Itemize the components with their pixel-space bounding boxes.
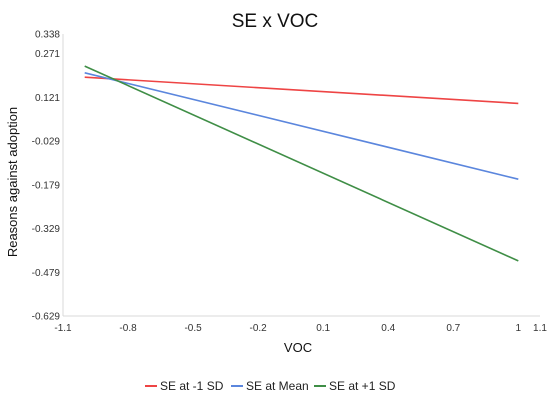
- x-tick-label: 1.1: [533, 323, 547, 334]
- y-tick-label: -0.629: [32, 312, 61, 323]
- x-tick-label: 1: [516, 323, 522, 334]
- y-tick-labels: 0.338 0.271 0.121 -0.029 -0.179 -0.329 -0.479 -…: [32, 30, 61, 323]
- series-line-1: [84, 76, 519, 105]
- x-tick-label: -1.1: [54, 323, 72, 334]
- x-tick-label: 0.7: [446, 323, 460, 334]
- y-tick-label: -0.179: [32, 180, 61, 191]
- x-tick-label: -0.8: [119, 323, 137, 334]
- x-tick-label: -0.5: [184, 323, 202, 334]
- x-axis-label: VOC: [284, 340, 312, 355]
- legend: SE at -1 SD SE at Mean SE at +1 SD: [145, 379, 396, 393]
- legend-label: SE at -1 SD: [160, 379, 224, 393]
- y-tick-label: -0.029: [32, 137, 61, 148]
- y-tick-label: -0.329: [32, 224, 61, 235]
- series-line-2: [84, 72, 519, 180]
- legend-label: SE at Mean: [246, 379, 309, 393]
- y-tick-label: 0.121: [35, 93, 60, 104]
- x-tick-label: -0.2: [250, 323, 268, 334]
- x-tick-labels: -1.1 -0.8 -0.5 -0.2 0.1 0.4 0.7 1 1.1: [54, 323, 547, 334]
- chart-title: SE x VOC: [232, 11, 319, 32]
- y-tick-label: 0.271: [35, 49, 60, 60]
- series-line-3: [84, 65, 519, 262]
- x-tick-label: 0.1: [316, 323, 330, 334]
- y-axis-label: Reasons against adoption: [5, 107, 20, 257]
- y-tick-label: -0.479: [32, 268, 61, 279]
- legend-label: SE at +1 SD: [329, 379, 396, 393]
- series-lines: [84, 65, 519, 262]
- x-tick-label: 0.4: [381, 323, 395, 334]
- y-tick-label: 0.338: [35, 30, 60, 41]
